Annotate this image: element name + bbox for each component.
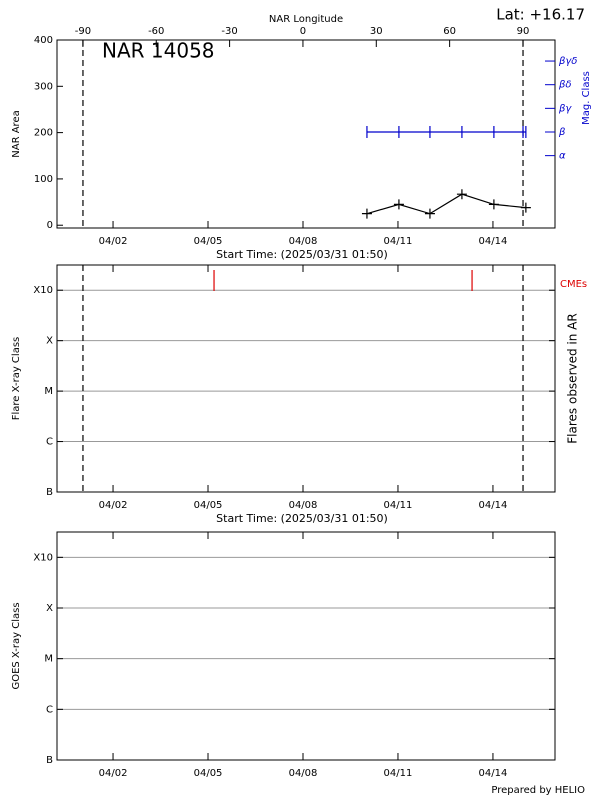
x-tick-label: 04/08: [289, 768, 318, 779]
y2-tick-label: βγδ: [558, 56, 577, 67]
x2-tick-label: -60: [148, 26, 164, 37]
y-axis-label: NAR Area: [11, 110, 22, 157]
x-tick-label: 04/11: [384, 236, 413, 247]
x-tick-label: 04/11: [384, 768, 413, 779]
y-tick-label: 200: [34, 128, 53, 139]
y-tick-label: C: [46, 704, 53, 715]
x-tick-label: 04/05: [194, 768, 223, 779]
x2-tick-label: 0: [300, 26, 306, 37]
x2-tick-label: 60: [443, 26, 456, 37]
y2-tick-label: βγ: [558, 103, 572, 114]
y2-axis-label: Mag. Class: [581, 71, 592, 125]
y2-tick-label: β: [558, 127, 566, 138]
x-axis-label: Start Time: (2025/03/31 01:50): [216, 248, 388, 261]
y2-tick-label: α: [559, 151, 566, 162]
plot-frame: [56, 531, 556, 761]
y-tick-label: B: [46, 487, 53, 498]
y-tick-label: 0: [47, 220, 53, 231]
x2-tick-label: 30: [370, 26, 383, 37]
y-axis-label: GOES X-ray Class: [11, 602, 22, 689]
series-line: [366, 193, 526, 215]
x-tick-label: 04/02: [99, 500, 128, 511]
x2-tick-label: -30: [221, 26, 237, 37]
x-tick-label: 04/11: [384, 500, 413, 511]
y-axis-label: Flare X-ray Class: [11, 337, 22, 421]
plot-frame: [56, 264, 556, 493]
y2-axis-label: Flares observed in AR: [566, 313, 580, 443]
x-tick-label: 04/14: [479, 500, 508, 511]
y-tick-label: X: [46, 603, 53, 614]
x-tick-label: 04/14: [479, 236, 508, 247]
y-tick-label: 100: [34, 174, 53, 185]
y-tick-label: X10: [33, 285, 53, 296]
events-label: CMEs: [560, 279, 587, 290]
point-marker: [520, 202, 531, 213]
x-tick-label: 04/08: [289, 500, 318, 511]
y-tick-label: X: [46, 336, 53, 347]
footer: Prepared by HELIO: [491, 785, 585, 796]
point-marker: [456, 189, 467, 200]
annotation: NAR 14058: [102, 39, 215, 63]
point-marker: [488, 199, 499, 210]
x2-tick-label: -90: [75, 26, 91, 37]
point-marker: [361, 208, 372, 219]
x-tick-label: 04/14: [479, 768, 508, 779]
x-tick-label: 04/08: [289, 236, 318, 247]
x-tick-label: 04/05: [194, 500, 223, 511]
y-tick-label: X10: [33, 552, 53, 563]
point-marker: [424, 208, 435, 219]
y-tick-label: B: [46, 755, 53, 766]
y-tick-label: 300: [34, 81, 53, 92]
y-tick-label: 400: [34, 35, 53, 46]
y-tick-label: M: [44, 654, 53, 665]
y-tick-label: M: [44, 386, 53, 397]
x-tick-label: 04/05: [194, 236, 223, 247]
plot-frame: [56, 39, 556, 229]
point-marker: [393, 199, 404, 210]
y-tick-label: C: [46, 437, 53, 448]
x2-tick-label: 90: [517, 26, 530, 37]
x2-axis-label: NAR Longitude: [269, 14, 343, 25]
x-tick-label: 04/02: [99, 236, 128, 247]
y2-tick-label: βδ: [558, 80, 572, 91]
x-tick-label: 04/02: [99, 768, 128, 779]
x-axis-label: Start Time: (2025/03/31 01:50): [216, 512, 388, 525]
corner-text: Lat: +16.17: [496, 6, 585, 24]
